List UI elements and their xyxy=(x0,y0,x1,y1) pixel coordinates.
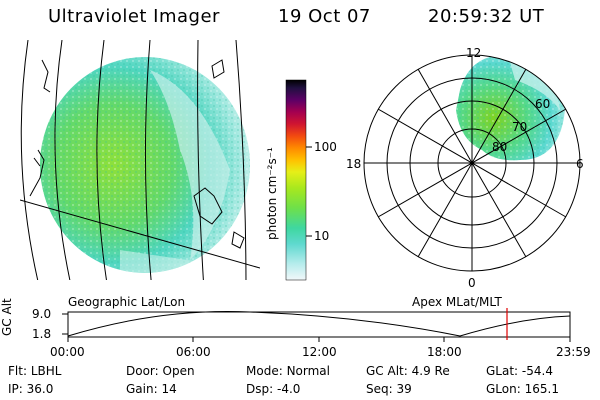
info-gain: Gain: 14 xyxy=(126,382,177,396)
date-label: 19 Oct 07 xyxy=(278,6,371,27)
altitude-xtick-0600: 06:00 xyxy=(176,345,211,359)
color-bar xyxy=(285,79,307,281)
geographic-image xyxy=(40,57,250,273)
info-ip: IP: 36.0 xyxy=(8,382,54,396)
info-gc-alt: GC Alt: 4.9 Re xyxy=(366,364,450,378)
info-glat: GLat: -54.4 xyxy=(486,364,553,378)
mlat-label-60: 60 xyxy=(535,97,551,111)
info-filter: Flt: LBHL xyxy=(8,364,62,378)
colorbar-label-100: 100 xyxy=(314,140,337,154)
colorbar-unit-label: photon cm⁻²s⁻¹ xyxy=(265,147,279,240)
mlat-label-70: 70 xyxy=(512,120,528,134)
time-label: 20:59:32 UT xyxy=(428,6,545,27)
info-glon: GLon: 165.1 xyxy=(486,382,559,396)
altitude-curve xyxy=(67,311,571,337)
mlt-label-0: 0 xyxy=(468,276,476,290)
info-dsp: Dsp: -4.0 xyxy=(246,382,301,396)
coastlines xyxy=(29,59,245,249)
colorbar-label-10: 10 xyxy=(314,229,330,243)
mlt-label-18: 18 xyxy=(346,157,362,171)
altitude-plot xyxy=(62,308,571,342)
altitude-ytick-9: 9.0 xyxy=(32,307,52,321)
polar-plot xyxy=(363,54,581,272)
altitude-xtick-1200: 12:00 xyxy=(302,345,337,359)
info-seq: Seq: 39 xyxy=(366,382,412,396)
altitude-ylabel: GC Alt xyxy=(0,298,14,336)
page-title: Ultraviolet Imager xyxy=(48,6,220,27)
altitude-ytick-1-8: 1.8 xyxy=(32,327,52,341)
apex-label: Apex MLat/MLT xyxy=(412,295,502,309)
geographic-grid xyxy=(20,40,260,280)
info-mode: Mode: Normal xyxy=(246,364,330,378)
altitude-xtick-1800: 18:00 xyxy=(427,345,462,359)
altitude-xtick-2359: 23:59 xyxy=(556,345,591,359)
mlt-label-6: 6 xyxy=(576,157,584,171)
mlat-label-80: 80 xyxy=(492,140,508,154)
info-door: Door: Open xyxy=(126,364,195,378)
altitude-xtick-0000: 00:00 xyxy=(50,345,85,359)
mlt-label-12: 12 xyxy=(466,46,482,60)
geographic-label: Geographic Lat/Lon xyxy=(68,295,186,309)
